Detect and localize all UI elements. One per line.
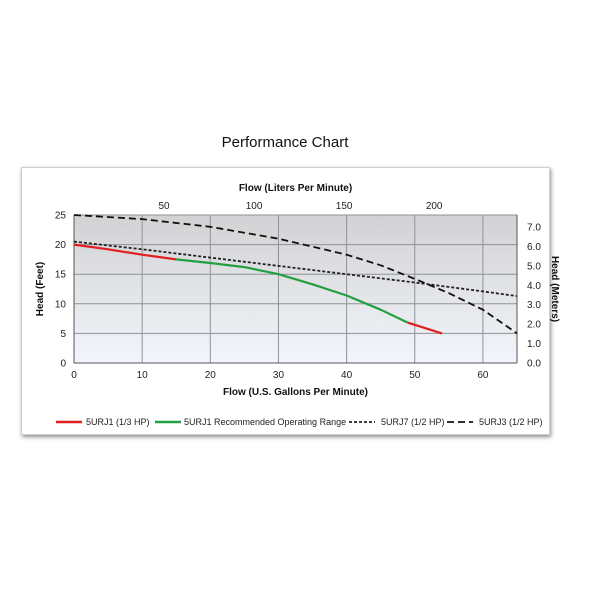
y-tick-label: 10 [55,299,67,310]
x2-tick-label: 200 [426,201,443,212]
y2-tick-label: 1.0 [527,339,541,350]
y-axis-title: Head (Feet) [35,262,46,316]
x-tick-label: 10 [137,370,149,381]
y2-tick-label: 5.0 [527,261,541,272]
legend-label: 5URJ3 (1/2 HP) [479,417,543,427]
y2-tick-label: 2.0 [527,320,541,331]
legend-label: 5URJ7 (1/2 HP) [381,417,445,427]
y-tick-label: 25 [55,211,67,222]
x-tick-label: 20 [205,370,217,381]
series-line-5urj1-1-3-hp [73,243,177,261]
y-tick-label: 5 [60,329,66,340]
x-tick-label: 0 [71,370,77,381]
y-tick-label: 15 [55,270,67,281]
x-tick-label: 40 [341,370,353,381]
x-tick-label: 60 [477,370,489,381]
series-line-5urj3-1-2-hp [73,214,518,335]
y-tick-label: 0 [60,359,66,370]
x2-axis-title: Flow (Liters Per Minute) [239,183,352,194]
y2-tick-label: 6.0 [527,242,541,253]
chart-title: Performance Chart [221,134,349,151]
y2-axis-title: Head (Meters) [549,256,560,322]
plot-area [74,215,517,363]
x2-tick-label: 50 [158,201,170,212]
series-line-5urj7-1-2-hp [73,240,518,297]
y-tick-label: 20 [55,240,67,251]
y2-tick-label: 3.0 [527,300,541,311]
x-tick-label: 30 [273,370,285,381]
series-line-5urj1-recommended-operating-range [176,258,409,324]
y2-tick-label: 0.0 [527,359,541,370]
x-tick-label: 50 [409,370,421,381]
legend-label: 5URJ1 Recommended Operating Range [184,417,346,427]
y2-tick-label: 4.0 [527,281,541,292]
x2-tick-label: 150 [336,201,353,212]
x-axis-title: Flow (U.S. Gallons Per Minute) [223,387,368,398]
x2-tick-label: 100 [246,201,263,212]
series-line-5urj1-1-3-hp [407,321,443,335]
y2-tick-label: 7.0 [527,223,541,234]
legend-label: 5URJ1 (1/3 HP) [86,417,150,427]
